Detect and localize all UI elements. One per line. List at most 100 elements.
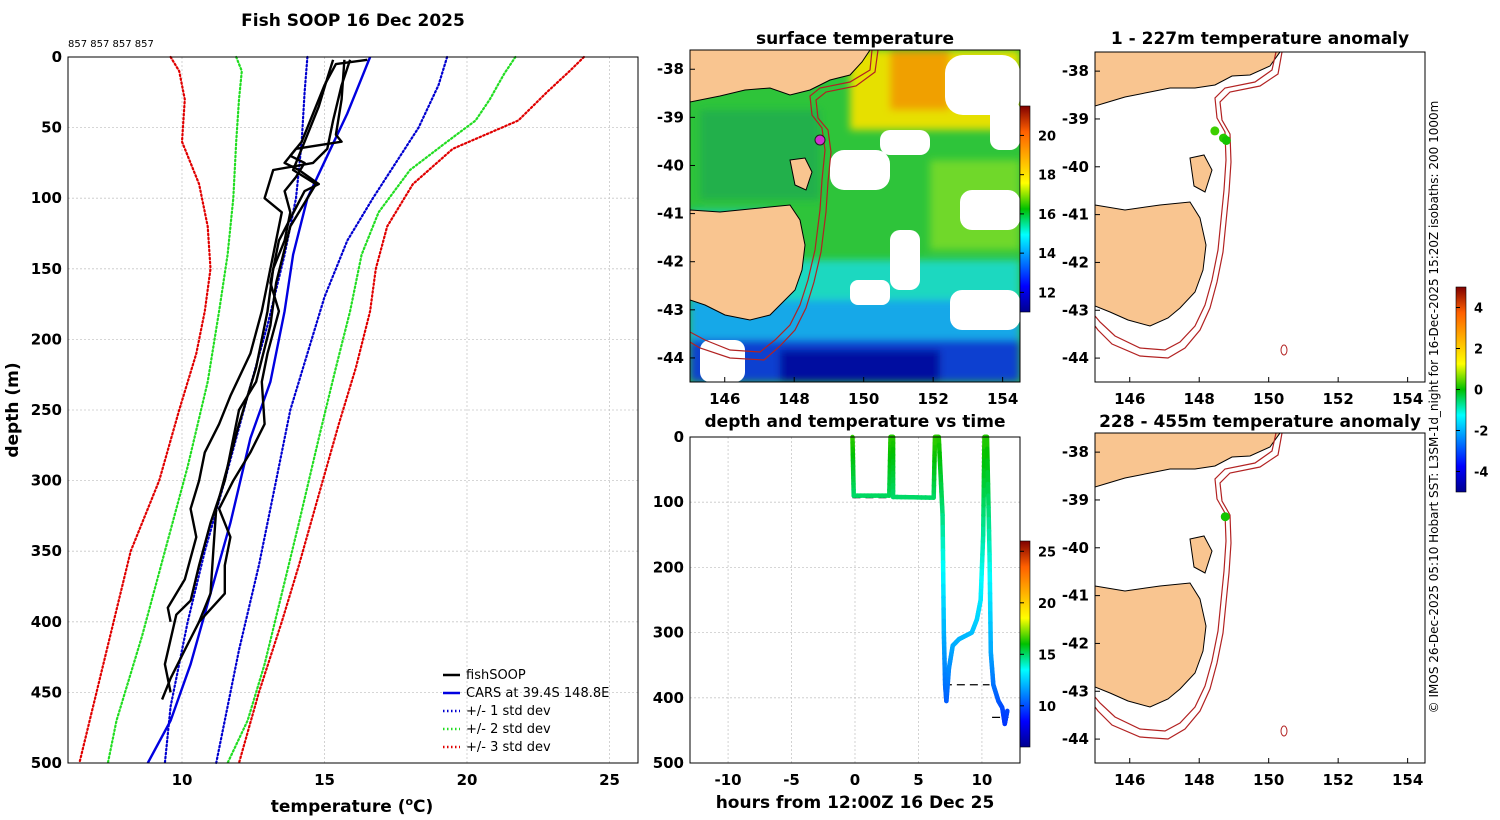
sst-ytick-label: -43 <box>657 301 684 319</box>
time-colorbar-tick-label: 15 <box>1038 648 1056 663</box>
sst-title: surface temperature <box>756 29 954 49</box>
anomaly-lower-isobath-1000 <box>1095 433 1283 740</box>
anomaly-lower-xtick-label: 146 <box>1114 771 1145 789</box>
anomaly-upper-points <box>1210 126 1231 145</box>
anomaly-lower-xtick-label: 148 <box>1184 771 1215 789</box>
anomaly-colorbar-tick-label: -4 <box>1474 466 1488 481</box>
anomaly-colorbar-tick-label: 4 <box>1474 302 1483 317</box>
sst-land-tasmania <box>690 204 806 321</box>
anomaly-upper-ytick-label: -42 <box>1062 253 1089 271</box>
anomaly-upper-xtick-label: 150 <box>1253 390 1284 408</box>
sst-ytick-label: -40 <box>657 156 684 174</box>
profile-ytick-label: 400 <box>31 613 62 631</box>
anomaly-upper-point <box>1210 126 1220 136</box>
sst-colorbar-tick-label: 18 <box>1038 169 1056 184</box>
credit-text: © IMOS 26-Dec-2025 05:10 Hobart SST: L3S… <box>1427 101 1441 714</box>
time-ytick-label: 0 <box>674 428 684 446</box>
anomaly-upper-land-flinders <box>1189 154 1213 193</box>
legend-label-cars: CARS at 39.4S 148.8E <box>466 686 609 701</box>
time-colorbar-ticks: 25 20 15 10 <box>1020 545 1056 715</box>
sst-colorbar-tick-label: 14 <box>1038 247 1056 262</box>
sst-panel: surface temperature <box>657 29 1056 408</box>
sst-ytick-label: -44 <box>657 349 684 367</box>
profile-ytick-label: 50 <box>41 119 62 137</box>
anomaly-lower-ytick-label: -41 <box>1062 587 1089 605</box>
anomaly-upper-panel: 1 - 227m temperature anomaly 146 148 150 15… <box>1062 29 1426 408</box>
anomaly-lower-title: 228 - 455m temperature anomaly <box>1099 412 1421 432</box>
profile-sd3-minus-line <box>78 55 212 765</box>
anomaly-upper-land-tasmania <box>1095 201 1207 327</box>
legend-label-sd3: +/- 3 std dev <box>466 740 551 755</box>
sst-ship-marker <box>814 134 826 146</box>
time-colorbar-tick-label: 10 <box>1038 700 1056 715</box>
time-panel: depth and temperature vs time -10 -5 0 5 100… <box>653 412 1056 813</box>
sst-xtick-label: 150 <box>848 390 879 408</box>
anomaly-colorbar-tick-label: 2 <box>1474 343 1483 358</box>
time-xlabel: hours from 12:00Z 16 Dec 25 <box>716 793 995 813</box>
profile-cars-line <box>146 56 372 764</box>
anomaly-upper-map <box>1095 52 1288 359</box>
sst-ytick-label: -39 <box>657 108 684 126</box>
time-ytick-label: 400 <box>653 689 684 707</box>
anomaly-upper-ytick-label: -43 <box>1062 301 1089 319</box>
anomaly-upper-ytick-label: -41 <box>1062 206 1089 224</box>
anomaly-upper-axes-box <box>1094 51 1426 383</box>
anomaly-colorbar-tick-label: -2 <box>1474 425 1488 440</box>
time-xtick-label: -5 <box>783 771 800 789</box>
anomaly-upper-point <box>1221 135 1231 145</box>
sst-xtick-label: 146 <box>709 390 740 408</box>
time-xtick-label: 10 <box>971 771 992 789</box>
anomaly-lower-xtick-label: 154 <box>1392 771 1423 789</box>
sst-colorbar <box>1019 105 1031 313</box>
anomaly-lower-land-tasmania <box>1095 582 1207 708</box>
time-colorbar-tick-label: 25 <box>1038 545 1056 560</box>
time-title: depth and temperature vs time <box>705 412 1006 432</box>
anomaly-lower-map <box>1095 433 1288 740</box>
time-track <box>850 434 1010 727</box>
sst-colorbar-tick-label: 20 <box>1038 129 1056 144</box>
anomaly-lower-land-mainland <box>1095 433 1281 488</box>
profile-xtick-label: 20 <box>457 771 478 789</box>
time-xtick-label: -10 <box>715 771 742 789</box>
profile-ylabel: depth (m) <box>3 362 23 457</box>
sst-ytick-label: -41 <box>657 205 684 223</box>
anomaly-lower-ytick-label: -44 <box>1062 730 1089 748</box>
sst-xtick-label: 148 <box>779 390 810 408</box>
time-colorbar-tick-label: 20 <box>1038 597 1056 612</box>
sst-land-mainland <box>690 50 871 103</box>
anomaly-lower-ytick-label: -38 <box>1062 443 1089 461</box>
anomaly-upper-ytick-label: -39 <box>1062 110 1089 128</box>
anomaly-upper-isobath-1000 <box>1095 52 1283 359</box>
anomaly-lower-panel: 228 - 455m temperature anomaly 146 148 150… <box>1062 412 1426 789</box>
anomaly-lower-point <box>1220 512 1230 522</box>
profile-fishsoop-cast-3 <box>166 59 352 623</box>
profile-xlabel: temperature (oC) <box>271 795 434 817</box>
anomaly-upper-title: 1 - 227m temperature anomaly <box>1111 29 1409 49</box>
time-xtick-label: 5 <box>913 771 923 789</box>
sst-colorbar-tick-label: 12 <box>1038 286 1056 301</box>
anomaly-lower-ytick-label: -40 <box>1062 539 1089 557</box>
profile-fishsoop-casts <box>160 58 368 700</box>
anomaly-lower-axes-box <box>1094 432 1426 764</box>
sst-ytick-label: -38 <box>657 60 684 78</box>
anomaly-upper-xtick-label: 146 <box>1114 390 1145 408</box>
profile-ytick-label: 350 <box>31 542 62 560</box>
anomaly-upper-ytick-label: -40 <box>1062 158 1089 176</box>
anomaly-lower-ytick-label: -42 <box>1062 634 1089 652</box>
anomaly-lower-ytick-label: -43 <box>1062 682 1089 700</box>
sst-colorbar-tick-label: 16 <box>1038 208 1056 223</box>
sst-field <box>690 50 1020 382</box>
anomaly-lower-isobath-200 <box>1095 433 1277 732</box>
profile-ytick-label: 250 <box>31 401 62 419</box>
profile-sd2-minus-line <box>106 55 243 765</box>
sst-isobath-200 <box>690 50 873 353</box>
anomaly-upper-ytick-label: -44 <box>1062 349 1089 367</box>
anomaly-upper-seamount <box>1280 344 1288 356</box>
profile-cast-ids: 857 857 857 857 <box>68 39 154 50</box>
time-ytick-label: 500 <box>653 754 684 772</box>
profile-xtick-label: 15 <box>314 771 335 789</box>
anomaly-upper-xtick-label: 148 <box>1184 390 1215 408</box>
